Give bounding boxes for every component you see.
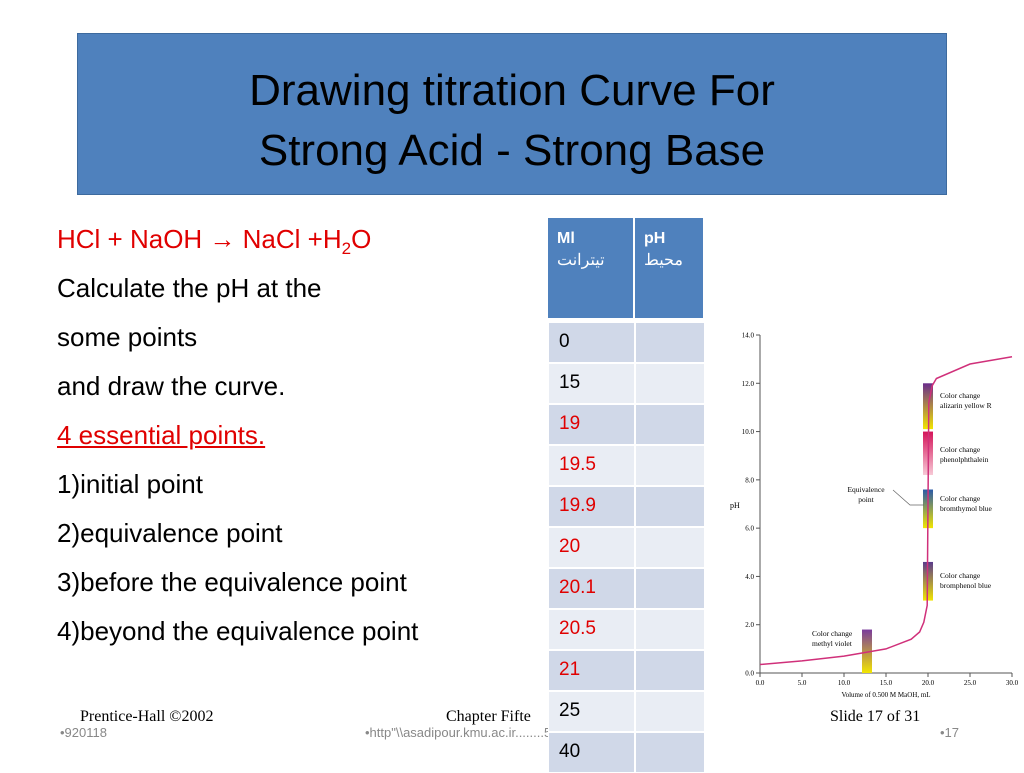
y-tick-label: 2.0 [745, 621, 754, 629]
header-text: محيط [644, 252, 683, 269]
table-cell: 21 [548, 650, 635, 691]
body-line: 2)equivalence point [57, 518, 283, 548]
table-cell: 20 [548, 527, 635, 568]
indicator-label: Color change [812, 629, 853, 638]
footer-right: Slide 17 of 31 [830, 708, 921, 725]
footer-page: •17 [940, 725, 960, 740]
indicator-label: Color change [940, 571, 981, 580]
x-tick-label: 30.0 [1006, 679, 1019, 687]
ml-value: 19.5 [559, 454, 596, 475]
x-tick-label: 20.0 [922, 679, 935, 687]
ml-value: 15 [559, 372, 581, 393]
header-cell: pH محيط [635, 218, 705, 318]
table-cell [635, 568, 705, 609]
x-tick-label: 15.0 [880, 679, 893, 687]
indicator-label: Color change [940, 494, 981, 503]
table-cell: 25 [548, 691, 635, 732]
indicator-label: bromphenol blue [940, 581, 992, 590]
equivalence-label: point [858, 495, 874, 504]
indicator-bar [923, 383, 933, 430]
body-line: 3)before the equivalence point [57, 567, 407, 597]
table-cell: 0 [548, 322, 635, 363]
table-cell: 19 [548, 404, 635, 445]
indicator-label: phenolphthalein [940, 455, 989, 464]
ml-value: 20 [559, 536, 581, 557]
equation: HCl + NaOH → NaCl +H2O [57, 224, 371, 259]
footer-center: Chapter Fifte [446, 708, 531, 725]
body-line: 4 essential points. [57, 420, 266, 450]
header-text: تيترانت [557, 252, 605, 269]
table-cell [635, 486, 705, 527]
x-tick-label: 5.0 [798, 679, 807, 687]
ml-value: 19 [559, 413, 581, 434]
equation-tail: O [351, 224, 372, 254]
body-line: 1)initial point [57, 469, 203, 499]
table-cell [635, 322, 705, 363]
equation-sub: 2 [341, 239, 352, 259]
indicator-label: bromthymol blue [940, 504, 993, 513]
table-cell: 15 [548, 363, 635, 404]
y-tick-label: 8.0 [745, 476, 754, 484]
ml-value: 20.5 [559, 618, 596, 639]
table-cell [635, 732, 705, 773]
table-cell: 40 [548, 732, 635, 773]
body-line: and draw the curve. [57, 371, 286, 401]
pointer [892, 489, 924, 506]
x-label: Volume of 0.500 M MaOH, mL [841, 691, 930, 699]
table-cell [635, 445, 705, 486]
table-cell [635, 527, 705, 568]
title-box: Drawing titration Curve For Strong Acid … [77, 33, 947, 195]
footer-link: •http"\\asadipour.kmu.ac.ir........52 sl… [365, 725, 596, 740]
header-cell: Ml تيترانت [548, 218, 635, 318]
footer-left: Prentice-Hall ©2002 [80, 708, 214, 725]
indicator-label: Color change [940, 445, 981, 454]
title-line: Drawing titration Curve For [249, 66, 775, 115]
y-tick-label: 6.0 [745, 525, 754, 533]
indicator-label: Color change [940, 391, 981, 400]
x-tick-label: 10.0 [838, 679, 851, 687]
x-tick-label: 25.0 [964, 679, 977, 687]
ml-value: 0 [559, 331, 570, 352]
header-text: pH [644, 230, 666, 247]
body-line: Calculate the pH at the [57, 273, 322, 303]
table-cell [635, 691, 705, 732]
x-tick-label: 0.0 [756, 679, 765, 687]
equivalence-label: Equivalence [847, 485, 885, 494]
table-cell: 20.5 [548, 609, 635, 650]
indicator-label: methyl violet [812, 639, 853, 648]
y-tick-label: 4.0 [745, 573, 754, 581]
body-line: some points [57, 322, 198, 352]
equation-text: HCl + NaOH → NaCl +H [57, 224, 342, 254]
y-tick-label: 10.0 [742, 428, 755, 436]
header-text: Ml [557, 230, 575, 247]
table-cell [635, 609, 705, 650]
table-cell: 19.5 [548, 445, 635, 486]
y-tick-label: 12.0 [742, 380, 755, 388]
indicator-label: alizarin yellow R [940, 401, 992, 410]
ml-value: 19.9 [559, 495, 596, 516]
table-cell: 20.1 [548, 568, 635, 609]
ml-value: 21 [559, 659, 581, 680]
y-label: pH [730, 501, 740, 510]
ml-value: 20.1 [559, 577, 596, 598]
table-cell [635, 650, 705, 691]
titration-chart: 0.0 2.0 4.0 6.0 8.0 10.0 12.0 14.0 0.0 5.0 10.0 15.… [730, 332, 1019, 700]
y-tick-label: 0.0 [745, 670, 754, 678]
table-cell [635, 363, 705, 404]
indicator-bar [862, 629, 872, 673]
y-tick-label: 14.0 [742, 332, 755, 340]
table-cell [635, 404, 705, 445]
ml-value: 40 [559, 741, 581, 762]
title-line: Strong Acid - Strong Base [258, 126, 766, 175]
table-cell: 19.9 [548, 486, 635, 527]
titration-curve [759, 355, 1013, 666]
body-line: 4)beyond the equivalence point [57, 616, 419, 646]
footer-id: •920118 [60, 725, 107, 740]
ml-value: 25 [559, 700, 581, 721]
